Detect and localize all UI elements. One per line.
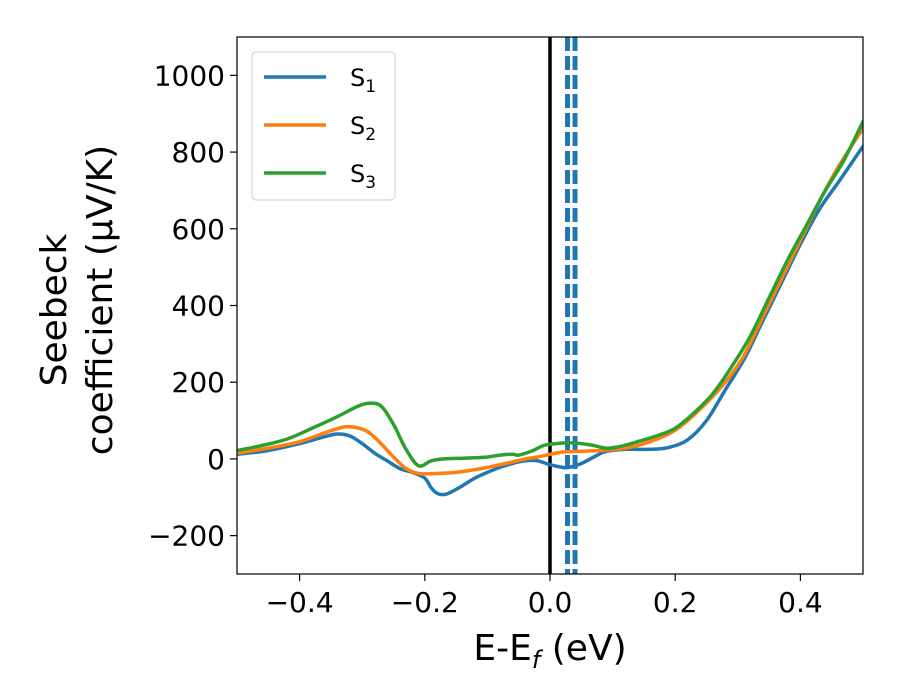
legend-label-base: S	[350, 64, 365, 92]
legend-label-subscript: 1	[365, 77, 376, 97]
series-layer	[237, 119, 863, 497]
y-tick-label: 600	[172, 213, 225, 246]
x-tick-label: −0.2	[391, 586, 459, 619]
x-tick-label: 0.0	[528, 586, 573, 619]
x-axis-title-unit: (eV)	[540, 628, 626, 669]
legend-label-base: S	[350, 112, 365, 140]
legend-label-s2: S2	[350, 112, 376, 145]
x-axis-title-main: E-E	[473, 628, 531, 669]
vertical-lines	[548, 37, 578, 574]
series-line-s2	[237, 126, 863, 476]
x-axis-title: E-Ef (eV)	[473, 628, 626, 674]
y-tick-label: 400	[172, 290, 225, 323]
y-axis-ticks: −200 0 200 400 600 800 1000	[148, 59, 237, 553]
legend-label-subscript: 2	[365, 125, 376, 145]
y-tick-label: 1000	[154, 59, 225, 92]
legend-label-base: S	[350, 160, 365, 188]
series-line-s3	[237, 119, 863, 468]
x-axis-ticks: −0.4 −0.2 0.0 0.2 0.4	[266, 574, 823, 619]
x-tick-label: −0.4	[266, 586, 334, 619]
legend-label-s1: S1	[350, 64, 376, 97]
x-tick-label: 0.4	[778, 586, 823, 619]
legend-label-s3: S3	[350, 160, 376, 193]
y-tick-label: 800	[172, 136, 225, 169]
y-tick-label: 200	[172, 366, 225, 399]
y-tick-label: −200	[148, 520, 225, 553]
x-tick-label: 0.2	[653, 586, 698, 619]
y-axis-title-line2: coefficient (μV/K)	[80, 145, 121, 455]
legend-label-subscript: 3	[365, 173, 376, 193]
y-axis-title-line1: Seebeck	[34, 233, 75, 386]
y-tick-label: 0	[207, 443, 225, 476]
